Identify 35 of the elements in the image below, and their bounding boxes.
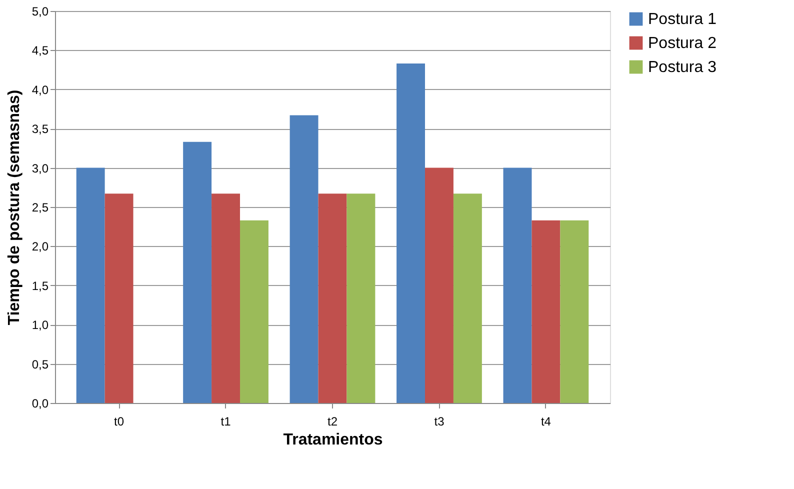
x-tick-label: t1: [220, 414, 232, 428]
y-tick-label: 0,0: [32, 396, 49, 410]
bar: [76, 168, 105, 403]
bar: [453, 194, 482, 403]
y-tick-label: 0,5: [32, 357, 49, 372]
y-tick-label: 4,0: [32, 82, 49, 97]
x-tick-label: t0: [114, 414, 124, 428]
y-tick-label: 3,5: [32, 122, 49, 136]
y-axis-title: Tiempo de postura (semasnas): [6, 90, 23, 326]
x-tick-label: t2: [327, 414, 338, 428]
legend-label: Postura 2: [648, 35, 717, 52]
bar: [183, 142, 212, 403]
bar: [396, 64, 425, 403]
bar: [346, 194, 376, 403]
legend-label: Postura 3: [648, 59, 717, 76]
bar: [212, 194, 240, 403]
y-tick-label: 2,0: [32, 240, 49, 254]
legend-label: Postura 1: [648, 11, 717, 28]
x-axis-title: Tratamientos: [283, 432, 383, 448]
x-tick-label: t3: [434, 414, 445, 428]
bar: [532, 220, 560, 403]
bar: [318, 194, 347, 403]
bar: [290, 115, 318, 403]
y-tick-label: 5,0: [32, 4, 49, 18]
y-tick-label: 2,5: [32, 200, 49, 214]
x-tick-label: t4: [540, 414, 552, 428]
y-tick-label: 1,5: [32, 278, 49, 293]
bar: [560, 220, 589, 403]
bar: [425, 168, 454, 403]
y-tick-label: 4,5: [32, 44, 49, 58]
y-tick-label: 3,0: [32, 161, 49, 176]
bar: [240, 220, 268, 403]
bar: [503, 168, 532, 403]
bar: [104, 194, 134, 403]
y-tick-label: 1,0: [32, 318, 49, 332]
